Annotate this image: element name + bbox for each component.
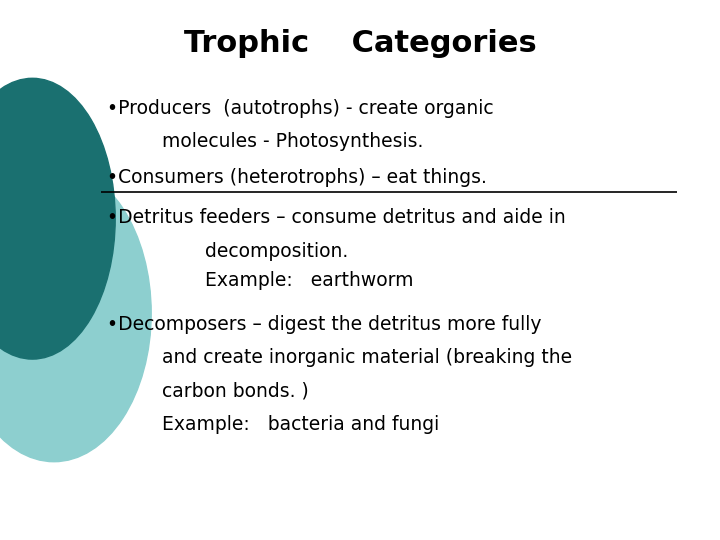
Text: carbon bonds. ): carbon bonds. ) (162, 381, 309, 401)
Text: molecules - Photosynthesis.: molecules - Photosynthesis. (162, 132, 423, 151)
Text: •Producers  (autotrophs) - create organic: •Producers (autotrophs) - create organic (107, 98, 493, 118)
Text: Example:   earthworm: Example: earthworm (205, 271, 414, 291)
Text: Trophic    Categories: Trophic Categories (184, 29, 536, 58)
Ellipse shape (0, 78, 115, 359)
Text: •Detritus feeders – consume detritus and aide in: •Detritus feeders – consume detritus and… (107, 208, 565, 227)
Text: decomposition.: decomposition. (205, 241, 348, 261)
Text: •Decomposers – digest the detritus more fully: •Decomposers – digest the detritus more … (107, 314, 541, 334)
Ellipse shape (0, 165, 151, 462)
Text: •Consumers (heterotrophs) – eat things.: •Consumers (heterotrophs) – eat things. (107, 167, 487, 187)
Text: and create inorganic material (breaking the: and create inorganic material (breaking … (162, 348, 572, 367)
Text: Example:   bacteria and fungi: Example: bacteria and fungi (162, 415, 439, 434)
